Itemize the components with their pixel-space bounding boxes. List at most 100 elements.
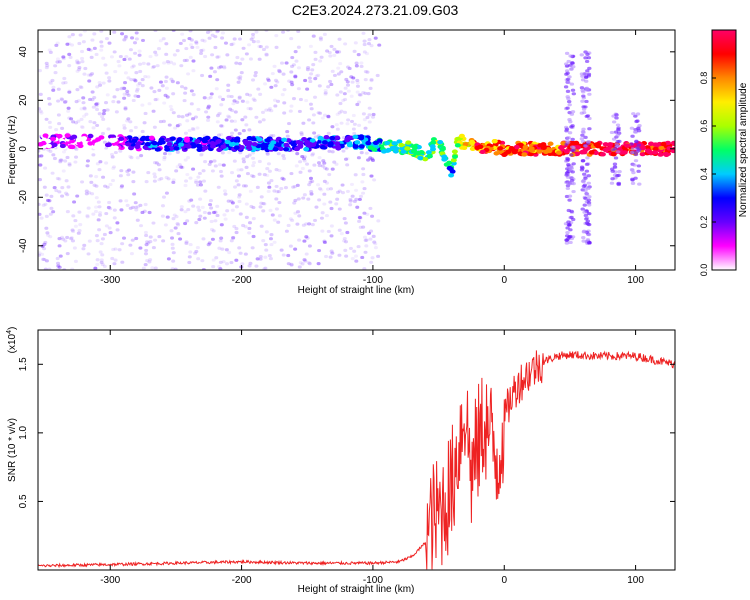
spectrogram-noise-point bbox=[92, 183, 97, 187]
spectrogram-column-point bbox=[636, 126, 641, 131]
spectrogram-noise-point bbox=[198, 180, 203, 184]
spectrogram-noise-point bbox=[298, 97, 303, 102]
spectrogram-noise-point bbox=[341, 149, 346, 153]
spectrogram-noise-point bbox=[88, 174, 93, 178]
spectrogram-column-point bbox=[586, 240, 592, 245]
spectrogram-column-point bbox=[615, 150, 621, 154]
spectrogram-noise-point bbox=[304, 235, 309, 239]
spectrogram-noise-point bbox=[187, 128, 192, 133]
spectrogram-column-point bbox=[584, 169, 590, 173]
spectrogram-noise-point bbox=[310, 223, 315, 227]
spectrogram-noise-point bbox=[147, 260, 152, 264]
spectrogram-noise-point bbox=[335, 50, 340, 54]
spectrogram-noise-point bbox=[91, 126, 96, 130]
spectrogram-noise-point bbox=[73, 160, 78, 164]
spectrogram-noise-point bbox=[45, 231, 50, 235]
snr-series-line bbox=[38, 350, 675, 570]
spectrogram-noise-point bbox=[280, 61, 285, 65]
spectrogram-noise-point bbox=[160, 214, 165, 218]
spectrogram-noise-point bbox=[263, 266, 268, 270]
spectrogram-noise-point bbox=[55, 60, 60, 64]
colorbar-tick-label: 0.4 bbox=[699, 168, 709, 181]
spectrogram-column-point bbox=[582, 172, 587, 176]
spectrogram-ridge-point bbox=[417, 155, 424, 161]
spectrogram-noise-point bbox=[291, 63, 296, 67]
spectrogram-noise-point bbox=[248, 261, 253, 265]
spectrogram-ridge-point bbox=[245, 145, 252, 150]
spectrogram-noise-point bbox=[211, 210, 216, 215]
spectrogram-noise-point bbox=[219, 103, 224, 107]
spectrogram-noise-point bbox=[364, 244, 369, 248]
spectrogram-column-point bbox=[570, 137, 575, 142]
spectrogram-noise-point bbox=[230, 171, 235, 175]
spectrogram-noise-point bbox=[337, 111, 342, 115]
spectrogram-ridge-point bbox=[441, 154, 448, 159]
spectrogram-column-point bbox=[587, 195, 592, 199]
spectrogram-noise-point bbox=[211, 229, 216, 233]
spectrogram-noise-point bbox=[180, 85, 185, 89]
spectrogram-column-point bbox=[569, 125, 574, 129]
spectrogram-noise-point bbox=[120, 86, 125, 90]
spectrogram-ridge-point bbox=[151, 140, 158, 146]
spectrogram-noise-point bbox=[324, 181, 329, 185]
spectrogram-noise-point bbox=[246, 106, 251, 111]
spectrogram-ridge-point bbox=[479, 149, 486, 155]
spectrogram-ridge-point bbox=[461, 145, 468, 151]
spectrogram-column-point bbox=[587, 116, 592, 121]
colorbar-tick-label: 0.8 bbox=[699, 72, 709, 85]
spectrogram-noise-point bbox=[322, 240, 327, 245]
spectrogram-noise-point bbox=[230, 108, 235, 113]
spectrogram-noise-point bbox=[101, 175, 106, 179]
spectrogram-noise-point bbox=[233, 110, 238, 114]
spectrogram-noise-point bbox=[273, 78, 278, 82]
spectrogram-noise-point bbox=[129, 156, 134, 160]
spectrogram-noise-point bbox=[179, 205, 184, 209]
spectrogram-noise-point bbox=[201, 237, 206, 241]
spectrogram-noise-point bbox=[45, 198, 50, 203]
top-y-tick-label: -40 bbox=[18, 238, 29, 253]
spectrogram-noise-point bbox=[251, 40, 256, 44]
spectrogram-noise-point bbox=[123, 81, 128, 85]
spectrogram-noise-point bbox=[86, 47, 91, 51]
spectrogram-noise-point bbox=[154, 161, 159, 165]
spectrogram-noise-point bbox=[188, 43, 193, 47]
spectrogram-noise-point bbox=[314, 74, 319, 78]
spectrogram-noise-point bbox=[220, 151, 225, 155]
spectrogram-noise-point bbox=[291, 185, 296, 189]
spectrogram-noise-point bbox=[274, 168, 279, 172]
spectrogram-noise-point bbox=[94, 102, 99, 106]
spectrogram-noise-point bbox=[190, 45, 195, 50]
spectrogram-noise-point bbox=[77, 41, 82, 46]
spectrogram-column-point bbox=[585, 156, 590, 160]
spectrogram-noise-point bbox=[243, 115, 248, 119]
spectrogram-noise-point bbox=[115, 88, 120, 92]
spectrogram-ridge-point bbox=[660, 141, 667, 147]
spectrogram-column-point bbox=[567, 235, 572, 239]
spectrogram-noise-point bbox=[44, 61, 49, 65]
spectrogram-noise-point bbox=[175, 124, 180, 128]
spectrogram-noise-point bbox=[348, 203, 353, 207]
spectrogram-noise-point bbox=[161, 119, 166, 123]
spectrogram-noise-point bbox=[213, 35, 218, 39]
spectrogram-noise-point bbox=[359, 61, 364, 65]
spectrogram-noise-point bbox=[263, 82, 268, 86]
spectrogram-noise-point bbox=[70, 267, 75, 270]
spectrogram-noise-point bbox=[267, 108, 272, 112]
spectrogram-noise-point bbox=[108, 231, 113, 235]
spectrogram-noise-point bbox=[233, 185, 238, 189]
spectrogram-ridge-point bbox=[454, 143, 461, 148]
spectrogram-frame bbox=[37, 29, 676, 271]
spectrogram-noise-point bbox=[345, 230, 350, 235]
spectrogram-ridge-point bbox=[226, 135, 233, 141]
spectrogram-noise-point bbox=[357, 123, 362, 127]
spectrogram-noise-point bbox=[81, 96, 86, 100]
spectrogram-noise-point bbox=[366, 42, 371, 46]
spectrogram-noise-point bbox=[65, 210, 70, 214]
spectrogram-noise-point bbox=[258, 257, 263, 261]
spectrogram-noise-point bbox=[323, 92, 328, 96]
spectrogram-noise-point bbox=[104, 211, 109, 216]
spectrogram-noise-point bbox=[366, 158, 371, 162]
spectrogram-noise-point bbox=[147, 102, 152, 106]
spectrogram-noise-point bbox=[143, 263, 148, 267]
spectrogram-noise-point bbox=[235, 100, 240, 104]
